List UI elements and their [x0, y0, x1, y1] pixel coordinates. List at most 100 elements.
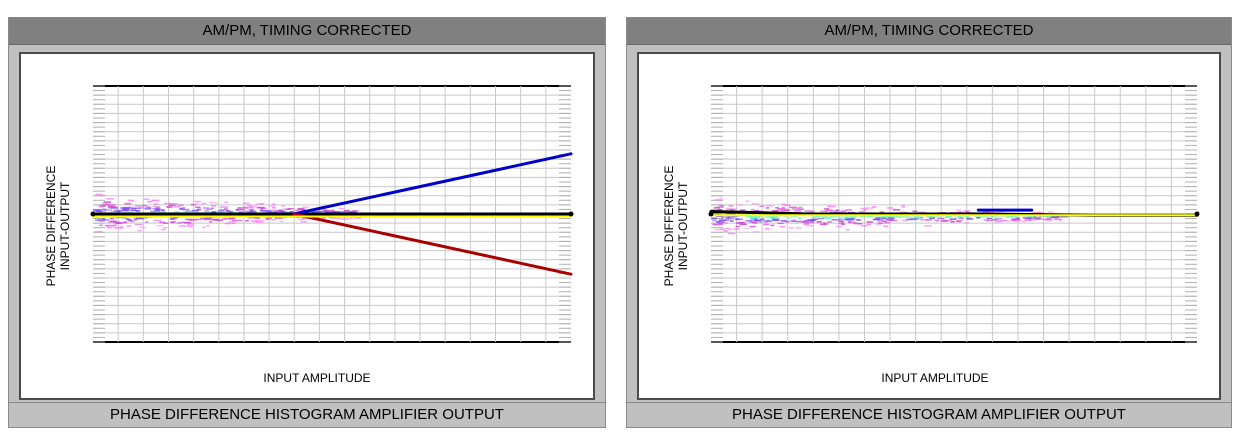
histogram-bin — [713, 223, 721, 226]
histogram-bin — [1035, 211, 1043, 214]
histogram-bin — [249, 205, 258, 208]
histogram-bin — [845, 218, 852, 220]
histogram-bin — [160, 211, 167, 214]
histogram-bin — [242, 206, 247, 208]
histogram-bin — [231, 219, 239, 222]
histogram-bin — [210, 205, 217, 207]
histogram-bin — [956, 220, 962, 223]
histogram-bin — [137, 229, 142, 232]
histogram-bin — [825, 217, 829, 219]
histogram-bin — [856, 222, 863, 225]
histogram-bin — [976, 216, 981, 219]
histogram-bin — [759, 205, 765, 208]
histogram-bin — [908, 218, 916, 221]
histogram-bin — [982, 211, 988, 213]
histogram-bin — [222, 218, 228, 220]
histogram-bin — [781, 206, 785, 209]
histogram-bin — [180, 221, 188, 224]
histogram-bin — [981, 216, 989, 219]
histogram-bin — [1005, 216, 1014, 218]
histogram-bin — [859, 210, 864, 213]
histogram-bin — [711, 219, 718, 222]
histogram-bin — [933, 216, 940, 218]
histogram-bin — [963, 210, 970, 212]
x-axis-label: INPUT AMPLITUDE — [263, 371, 370, 385]
histogram-bin — [926, 216, 931, 219]
histogram-bin — [203, 218, 212, 220]
histogram-bin — [211, 211, 217, 213]
histogram-bin — [121, 221, 127, 224]
histogram-bin — [136, 210, 140, 213]
histogram-bin — [716, 206, 724, 208]
histogram-bin — [741, 221, 745, 224]
histogram-bin — [106, 225, 115, 228]
histogram-bin — [124, 214, 130, 217]
histogram-bin — [786, 216, 792, 219]
histogram-bin — [827, 221, 833, 223]
histogram-bin — [145, 221, 149, 223]
histogram-bin — [966, 217, 972, 219]
histogram-bin — [724, 216, 730, 219]
histogram-bin — [221, 211, 228, 214]
histogram-bin — [727, 216, 736, 218]
histogram-bin — [342, 211, 349, 213]
histogram-bin — [249, 209, 254, 211]
histogram-bin — [275, 210, 282, 212]
histogram-bin — [806, 221, 814, 224]
histogram-bin — [785, 208, 790, 211]
histogram-bin — [103, 219, 110, 221]
histogram-bin — [185, 211, 190, 213]
histogram-bin — [931, 216, 936, 219]
histogram-bin — [224, 222, 231, 225]
histogram-bin — [944, 216, 949, 219]
histogram-bin — [287, 208, 295, 210]
chart-title: AM/PM, TIMING CORRECTED — [627, 18, 1231, 45]
histogram-bin — [838, 218, 842, 220]
histogram-bin — [937, 217, 945, 220]
histogram-bin — [1025, 216, 1034, 218]
histogram-bin — [98, 211, 103, 214]
histogram-bin — [206, 225, 210, 227]
histogram-bin — [152, 205, 160, 208]
histogram-bin — [892, 209, 901, 211]
histogram-bin — [956, 219, 963, 222]
histogram-bin — [808, 220, 815, 222]
histogram-bin — [282, 211, 289, 213]
histogram-bin — [229, 210, 233, 213]
histogram-bin — [904, 216, 911, 218]
histogram-bin — [925, 219, 933, 221]
histogram-bin — [329, 210, 336, 213]
histogram-bin — [112, 206, 117, 208]
histogram-bin — [950, 221, 955, 223]
histogram-bin — [838, 220, 844, 223]
histogram-bin — [151, 199, 160, 202]
histogram-bin — [872, 218, 879, 221]
histogram-bin — [281, 205, 285, 207]
histogram-bin — [780, 209, 787, 212]
histogram-bin — [210, 207, 214, 210]
histogram-bin — [1037, 211, 1042, 213]
histogram-bin — [116, 210, 121, 213]
histogram-bin — [223, 208, 228, 210]
histogram-bin — [270, 219, 277, 221]
histogram-bin — [728, 228, 736, 231]
histogram-bin — [822, 222, 827, 224]
histogram-bin — [274, 217, 283, 219]
histogram-bin — [985, 211, 991, 213]
histogram-bin — [177, 204, 184, 206]
histogram-bin — [123, 217, 128, 219]
histogram-bin — [186, 225, 193, 227]
histogram-bin — [337, 217, 343, 220]
histogram-bin — [201, 202, 207, 205]
histogram-bin — [219, 209, 225, 211]
histogram-bin — [100, 194, 105, 197]
plot-frame: PHASE DIFFERENCE INPUT-OUTPUT INPUT AMPL… — [637, 52, 1221, 400]
histogram-bin — [838, 222, 844, 225]
histogram-bin — [899, 216, 905, 219]
histogram-bin — [766, 205, 774, 207]
histogram-bin — [265, 218, 269, 220]
histogram-bin — [714, 199, 723, 201]
histogram-bin — [866, 223, 872, 226]
histogram-bin — [884, 222, 890, 224]
histogram-bin — [285, 208, 290, 210]
